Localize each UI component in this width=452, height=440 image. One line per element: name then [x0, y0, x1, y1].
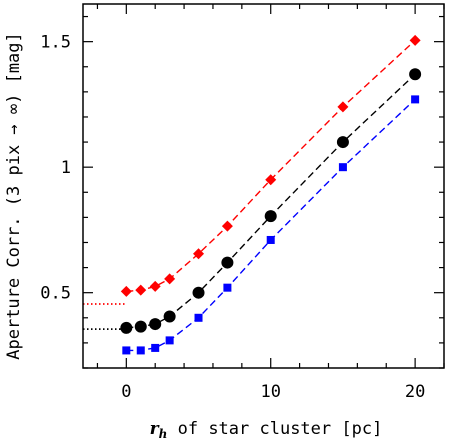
x-axis-label: rh of star cluster [pc]	[150, 419, 383, 440]
data-point-diamond	[409, 34, 421, 46]
data-point-diamond	[193, 248, 205, 260]
data-point-diamond	[265, 174, 277, 186]
x-tick-label: 10	[260, 382, 280, 402]
data-point-circle	[221, 256, 234, 269]
x-tick-label: 20	[405, 382, 425, 402]
data-point-circle	[409, 68, 422, 81]
x-tick-label: 0	[121, 382, 131, 402]
x-axis-label-subscript: h	[159, 427, 168, 440]
y-axis-label: Aperture Corr. (3 pix → ∞) [mag]	[4, 32, 24, 360]
data-point-square	[223, 283, 232, 292]
data-point-square	[266, 235, 275, 244]
x-axis-label-text: of star cluster [pc]	[167, 419, 382, 439]
data-point-square	[165, 336, 174, 345]
data-point-circle	[264, 210, 277, 223]
data-point-square	[136, 346, 145, 355]
data-point-square	[338, 163, 347, 172]
data-point-diamond	[135, 284, 147, 296]
plot-frame	[82, 3, 445, 369]
data-point-circle	[149, 318, 162, 331]
data-point-circle	[192, 286, 205, 299]
data-point-square	[411, 95, 420, 104]
data-point-circle	[120, 321, 133, 334]
data-point-diamond	[221, 220, 233, 232]
y-tick-label: 1.5	[40, 33, 71, 53]
reference-lines	[83, 303, 127, 330]
series-lines	[126, 39, 416, 352]
data-point-diamond	[164, 273, 176, 285]
data-point-circle	[134, 320, 147, 333]
axis-ticks	[83, 4, 445, 369]
series-line	[126, 39, 416, 293]
series-line	[126, 73, 416, 329]
data-point-circle	[163, 310, 176, 323]
data-point-diamond	[149, 280, 161, 292]
data-point-diamond	[120, 285, 132, 297]
data-point-circle	[336, 136, 349, 149]
x-tick-labels: 0 10 20	[121, 382, 425, 402]
data-point-square	[194, 313, 203, 322]
y-tick-labels: 0.5 1 1.5	[40, 33, 71, 304]
data-point-square	[151, 343, 160, 352]
x-axis-label-symbol: r	[150, 419, 160, 439]
y-tick-label: 1	[61, 158, 71, 178]
y-tick-label: 0.5	[40, 284, 71, 304]
data-point-diamond	[337, 101, 349, 113]
data-point-square	[122, 346, 131, 355]
data-markers	[120, 34, 422, 355]
